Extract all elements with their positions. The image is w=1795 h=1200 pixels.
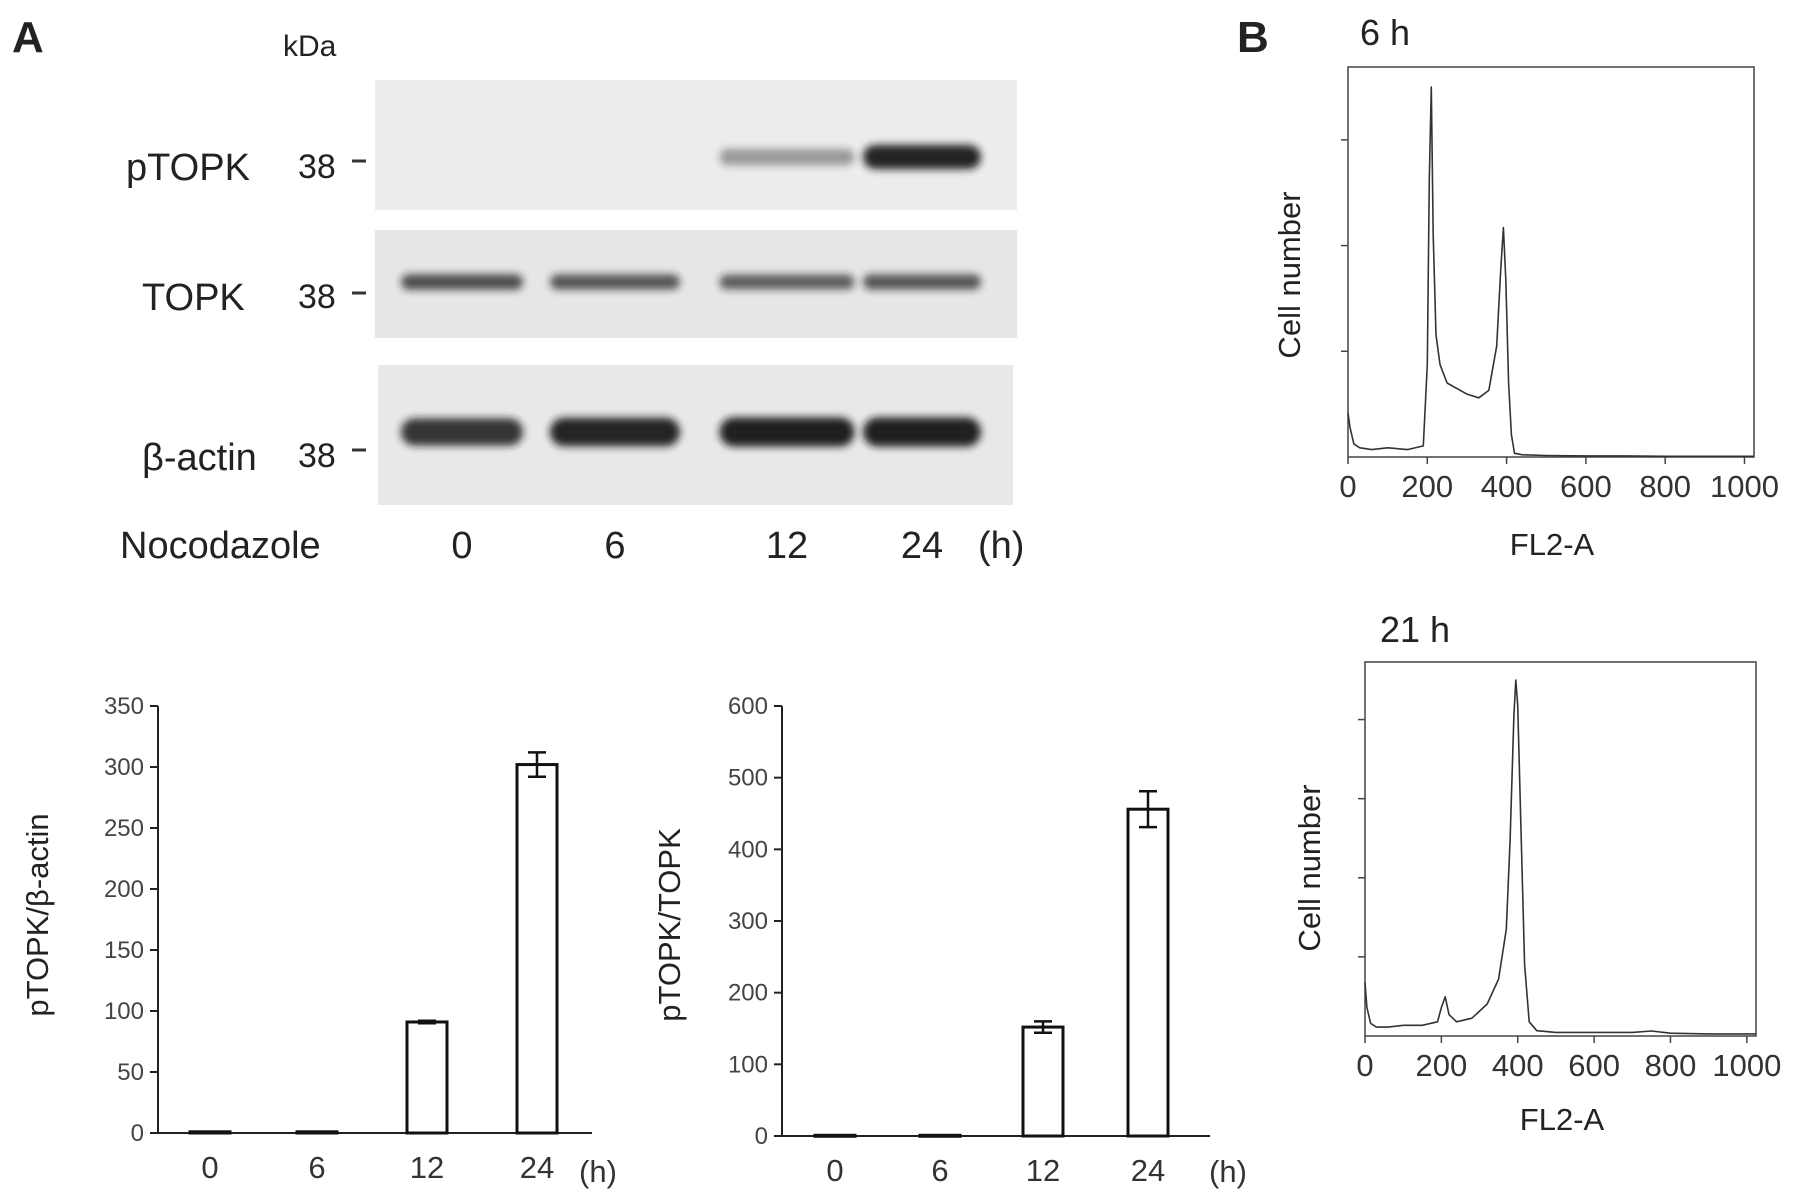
bar2-ytick-label: 400 [728, 836, 768, 863]
condition-label: Nocodazole [120, 525, 321, 567]
hist1-ylabel: Cell number [1272, 191, 1307, 358]
hist2-ylabel: Cell number [1292, 784, 1327, 951]
bar2-ytick-label: 600 [728, 693, 768, 720]
bar2-bar-6 [918, 1133, 962, 1138]
bar2-xunit: (h) [1209, 1154, 1247, 1189]
histogram-6h: 6 h Cell number FL2-A 0 200 400 600 800 1000 [1272, 12, 1779, 562]
band-actin-lane-6 [550, 417, 680, 447]
panel-label-a: A [12, 13, 44, 62]
bar2-xtick-12: 12 [1026, 1153, 1060, 1188]
band-ptopk-lane-12 [719, 148, 855, 166]
western-blot: kDa pTOPK TOPK β-actin 38 38 38 Nocodazo… [120, 30, 1024, 567]
bar1-xtick-0: 0 [201, 1150, 218, 1185]
bar2-errorbar-12 [1034, 1020, 1052, 1035]
bar2-bar-0 [813, 1133, 857, 1138]
band-topk-lane-24 [863, 274, 981, 290]
bar1-ytick-label: 50 [117, 1059, 144, 1086]
bar2-ytick-label: 300 [728, 908, 768, 935]
bar1-bar-12 [405, 1020, 449, 1135]
bar1-xunit: (h) [579, 1154, 617, 1189]
bar2-ytick-label: 100 [728, 1051, 768, 1078]
bar-chart-ptopk-actin: pTOPK/β-actin (h) 0 50 100 150 200 250 300 350 0… [20, 693, 617, 1189]
mw-label-actin: 38 [298, 437, 336, 475]
bar2-ylabel: pTOPK/TOPK [652, 828, 687, 1022]
bar1-ytick-label: 100 [104, 998, 144, 1025]
protein-label-actin: β-actin [142, 437, 257, 479]
bar1-ylabel: pTOPK/β-actin [20, 813, 55, 1016]
protein-label-topk: TOPK [142, 277, 245, 319]
mw-label-ptopk: 38 [298, 148, 336, 186]
band-ptopk-lane-24 [863, 144, 981, 170]
histogram-21h: 21 h Cell number FL2-A 0 200 400 600 800 1000 [1292, 609, 1781, 1137]
bar1-xtick-24: 24 [520, 1150, 554, 1185]
band-actin-lane-12 [719, 417, 855, 447]
hist2-xtick-label: 400 [1492, 1048, 1544, 1083]
mw-label-topk: 38 [298, 278, 336, 316]
hist2-xtick-label: 600 [1568, 1048, 1620, 1083]
bar2-errorbar-24 [1139, 790, 1157, 829]
bar1-bar-0 [188, 1130, 232, 1135]
lane-label-0: 0 [451, 525, 472, 567]
bar-chart-ptopk-topk: pTOPK/TOPK (h) 0 100 200 300 400 500 600 0 6 12 24 [652, 693, 1247, 1189]
hist1-xtick-label: 1000 [1710, 469, 1779, 504]
bar1-xtick-6: 6 [308, 1150, 325, 1185]
band-topk-lane-12 [719, 274, 855, 290]
hist2-xtick-label: 0 [1356, 1048, 1373, 1083]
hist2-xtick-label: 1000 [1712, 1048, 1781, 1083]
bar1-bar-6 [295, 1130, 339, 1135]
band-actin-lane-24 [863, 417, 981, 447]
protein-label-ptopk: pTOPK [126, 147, 250, 189]
bar2-xtick-0: 0 [826, 1153, 843, 1188]
hist1-xlabel: FL2-A [1510, 527, 1595, 562]
panel-label-b: B [1237, 13, 1269, 62]
lane-label-6: 6 [604, 525, 625, 567]
bar1-ytick-label: 250 [104, 815, 144, 842]
band-topk-lane-6 [550, 274, 680, 290]
bar1-ytick-label: 300 [104, 754, 144, 781]
hist1-xtick-label: 800 [1639, 469, 1691, 504]
hist2-curve [1364, 679, 1756, 1035]
bar1-errorbar-24 [528, 751, 546, 779]
bar1-errorbar-12 [418, 1019, 436, 1025]
bar1-ytick-label: 350 [104, 693, 144, 720]
blot-bands [401, 144, 981, 447]
hist2-frame [1364, 661, 1757, 1037]
bar2-ytick-label: 200 [728, 980, 768, 1007]
unit-label: (h) [978, 525, 1024, 567]
hist2-title: 21 h [1380, 609, 1450, 650]
bar2-ytick-label: 500 [728, 765, 768, 792]
bar1-ytick-label: 0 [131, 1120, 144, 1147]
hist1-frame [1347, 66, 1755, 458]
hist1-curve [1347, 86, 1754, 458]
hist1-xtick-label: 200 [1401, 469, 1453, 504]
bar2-xtick-24: 24 [1131, 1153, 1165, 1188]
bar1-bar-24 [515, 763, 559, 1135]
bar2-bar-12 [1021, 1025, 1065, 1138]
bar2-bar-24 [1126, 807, 1170, 1138]
hist1-xtick-label: 400 [1481, 469, 1533, 504]
lane-label-12: 12 [766, 525, 808, 567]
band-topk-lane-0 [401, 274, 523, 290]
bar2-ytick-label: 0 [755, 1123, 768, 1150]
hist1-title: 6 h [1360, 12, 1410, 53]
hist1-xtick-label: 600 [1560, 469, 1612, 504]
band-actin-lane-0 [401, 418, 523, 446]
lane-label-24: 24 [901, 525, 943, 567]
hist2-xtick-label: 800 [1645, 1048, 1697, 1083]
hist1-xtick-label: 0 [1339, 469, 1356, 504]
bar1-ytick-label: 150 [104, 937, 144, 964]
bar1-xtick-12: 12 [410, 1150, 444, 1185]
bar2-xtick-6: 6 [931, 1153, 948, 1188]
kda-label: kDa [283, 30, 337, 63]
hist2-xtick-label: 200 [1416, 1048, 1468, 1083]
bar1-ytick-label: 200 [104, 876, 144, 903]
hist2-xlabel: FL2-A [1520, 1102, 1605, 1137]
